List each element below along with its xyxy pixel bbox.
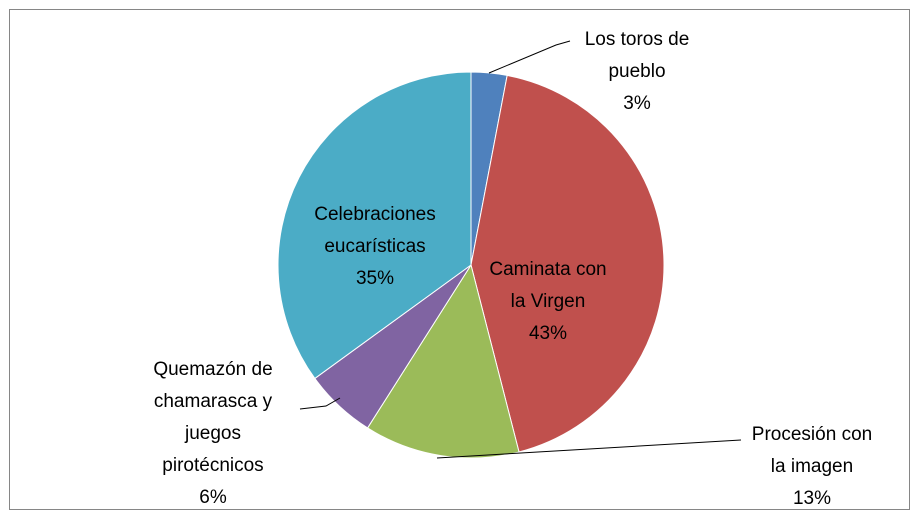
pie-slice — [470, 74, 665, 453]
data-label: Los toros de pueblo 3% — [573, 24, 701, 120]
leader-line — [488, 40, 571, 74]
data-label: Caminata con la Virgen 43% — [484, 254, 612, 350]
category-label: Caminata con la Virgen — [489, 259, 607, 312]
pie-slice — [366, 263, 520, 459]
data-label: Procesión con la imagen 13% — [748, 419, 876, 515]
data-label: Celebraciones eucarísticas 35% — [311, 199, 439, 295]
percent-label: 43% — [528, 323, 568, 344]
percent-label: 3% — [623, 93, 651, 114]
leader-line — [436, 439, 742, 459]
category-label: Quemazón de chamarasca y juegos pirotécn… — [153, 359, 273, 476]
category-label: Celebraciones eucarísticas — [314, 204, 436, 257]
category-label: Los toros de pueblo — [584, 29, 690, 82]
percent-label: 6% — [199, 487, 227, 508]
percent-label: 13% — [792, 488, 832, 509]
percent-label: 35% — [355, 268, 395, 289]
data-label: Quemazón de chamarasca y juegos pirotécn… — [149, 354, 277, 514]
leader-line — [299, 397, 341, 410]
pie-slice — [277, 71, 472, 380]
category-label: Procesión con la imagen — [751, 424, 873, 477]
